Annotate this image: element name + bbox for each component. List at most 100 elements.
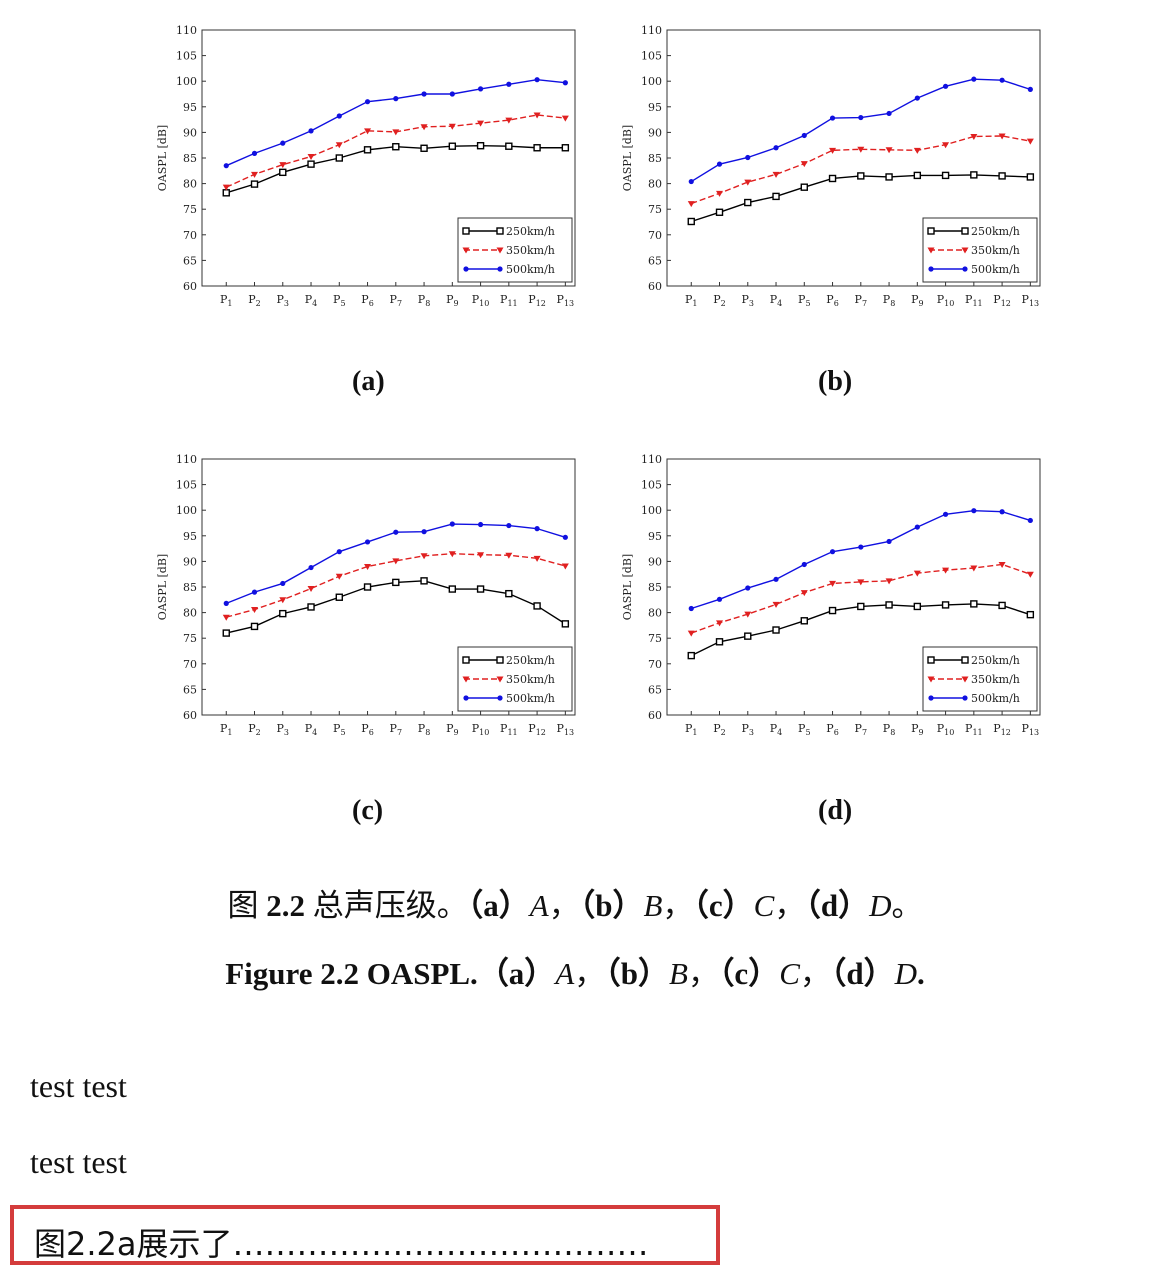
chart-a-series-2-line [225,78,566,167]
chart-a-series-0-point-2 [279,168,287,177]
chart-d-series-2-point-8 [914,524,920,530]
chart-b-series-0-point-10 [970,171,978,179]
chart-a-xtick-label-0: P1 [220,293,233,308]
panel-label-b: (b) [818,366,853,397]
chart-a-series-1-point-0 [222,184,230,191]
chart-d-series-1-point-9 [942,567,950,574]
chart-a-series-0-point-9 [476,142,485,150]
chart-d-series-2-point-7 [886,538,892,545]
chart-b-ytick-label-4: 80 [648,178,662,191]
chart-b-series-2-point-3 [773,145,779,151]
caption-en-A: A [555,956,575,991]
chart-b-ytick-label-10: 110 [641,24,662,37]
chart-a-series-0-point-3 [307,160,315,168]
chart-d-xtick-label-4: P5 [798,722,811,737]
chart-a-ytick-label-9: 105 [176,50,197,63]
chart-d-series-2-point-11 [999,509,1005,515]
chart-d-xtick-label-7: P8 [883,722,896,737]
chart-b-series-2-point-1 [716,161,723,167]
chart-a-ytick-label-7: 95 [183,101,197,114]
chart-b-xtick-label-0: P1 [685,293,698,308]
chart-d-series-2-point-12 [1027,517,1033,524]
chart-a-ytick-label-10: 110 [176,24,197,37]
chart-a-series-1-point-11 [533,112,541,119]
chart-b-ytick-label-2: 70 [648,229,662,242]
chart-c-series-1-point-12 [561,563,569,570]
caption-cn-D: D [869,888,892,923]
chart-a-series-2-point-12 [562,80,568,86]
chart-b-series-2-point-10 [971,76,977,82]
chart-d-series-0-point-10 [970,600,978,608]
chart-d-legend-marker-2-b [962,695,968,701]
chart-a-series-2-point-2 [280,140,286,146]
caption-en-head: Figure 2.2 OASPL. [225,956,478,991]
chart-b-ytick-label-7: 95 [648,101,662,114]
caption-cn-number: 2.2 [266,888,306,923]
chart-d-series-2-point-2 [745,585,751,591]
chart-d-series-2-point-6 [858,544,864,550]
chart-c-series-0-point-11 [533,602,541,610]
chart-d-series-2-point-0 [688,605,694,612]
chart-c-series-1-point-1 [251,607,259,614]
caption-cn-B: B [643,888,663,923]
chart-c-ytick-label-3: 75 [183,632,197,645]
chart-c-series-0-point-5 [363,583,372,591]
caption-en-D: D [894,956,918,991]
chart-c-xtick-label-5: P6 [361,722,374,737]
chart-c-series-1-point-11 [533,555,541,562]
chart-d-xtick-label-8: P9 [911,722,924,737]
chart-d-series-1-point-3 [772,601,780,608]
chart-c-series-1-point-4 [335,573,343,580]
chart-d-xtick-label-5: P6 [826,722,839,737]
chart-d-ylabel: OASPL [dB] [621,554,634,620]
chart-b-legend-marker-2-a [928,266,934,272]
chart-c-xtick-label-8: P9 [446,722,459,737]
chart-b-legend-label-0: 250km/h [971,225,1020,238]
chart-b-series-1-point-8 [913,147,921,154]
chart-c-series-0-point-6 [392,578,400,587]
chart-d-xtick-label-0: P1 [685,722,698,737]
chart-panel-c: 60 65 70 75 80 85 90 95 100 105 110 P1 P2 P3 P4 P5 P6 P7 P… [150,449,590,749]
chart-c-ylabel: OASPL [dB] [156,554,169,620]
chart-b-ytick-label-1: 65 [648,254,662,267]
chart-a-series-2-point-3 [308,128,314,134]
chart-c-legend-marker-1-a [462,676,470,683]
chart-c-series-0-point-12 [561,620,570,628]
chart-c-series-2-point-7 [421,529,427,535]
figure-caption-english: Figure 2.2 OASPL.（a）A，（b）B，（c）C，（d）D. [0,948,1150,993]
chart-a-series-1-point-8 [448,123,456,130]
chart-c-series-0-point-0 [222,629,230,637]
caption-cn-A: A [529,888,549,923]
chart-d-ytick-label-3: 75 [648,632,662,645]
chart-b-ytick-label-9: 105 [641,50,662,63]
chart-b-series-2-point-8 [914,95,920,101]
chart-a-series-1-point-10 [505,117,513,124]
chart-b-xtick-label-4: P5 [798,293,811,308]
chart-d-series-1-point-11 [998,561,1006,568]
chart-a-xtick-label-4: P5 [333,293,346,308]
chart-d-xtick-label-11: P12 [993,722,1011,737]
chart-a-xtick-label-7: P8 [418,293,431,308]
caption-cn-c: （c） [693,888,754,923]
chart-c-xtick-label-7: P8 [418,722,431,737]
chart-c-series-1-point-10 [505,552,513,559]
chart-c-xtick-label-0: P1 [220,722,233,737]
chart-d-series-0-point-9 [941,601,950,609]
chart-a-ytick-label-0: 60 [183,280,197,293]
chart-panel-b: 60 65 70 75 80 85 90 95 100 105 110 P1 P2 P3 P4 P5 P6 P7 P… [615,20,1055,320]
chart-c-series-2-point-2 [280,580,286,587]
chart-d-series-1-point-1 [716,620,724,627]
chart-c-ytick-label-4: 80 [183,607,197,620]
caption-en-C: C [779,956,800,991]
chart-b-series-0-point-6 [857,172,865,180]
chart-b-series-1-point-10 [970,133,978,140]
chart-c-series-1-point-7 [420,553,428,560]
chart-b-xtick-label-6: P7 [855,293,868,308]
highlighted-paragraph-box: 图2.2a展示了………………………………… [10,1205,720,1265]
chart-b-series-1-point-5 [829,147,837,154]
chart-b-series-1-point-4 [800,161,808,168]
chart-d-series-2-point-10 [971,508,977,514]
chart-c-series-1-point-6 [392,558,400,565]
chart-d-ytick-label-2: 70 [648,658,662,671]
chart-b-series-2-point-0 [688,178,694,185]
